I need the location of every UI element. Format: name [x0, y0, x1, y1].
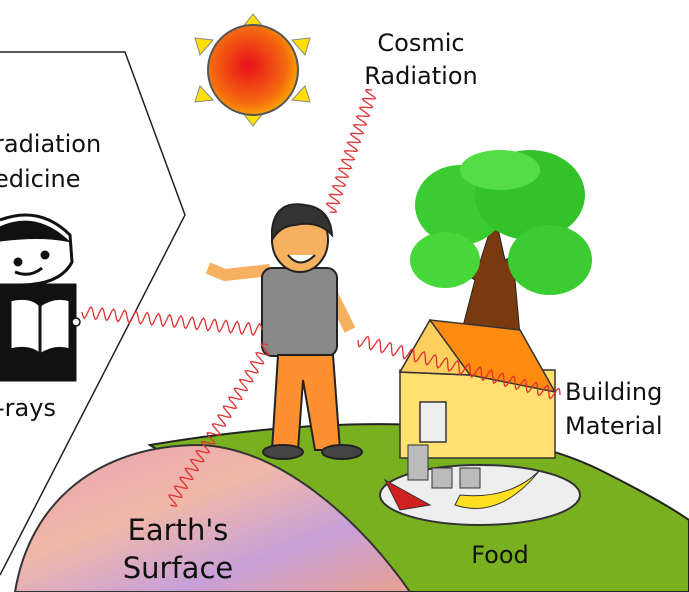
- wave: [82, 307, 262, 335]
- label-radiation: Radiation: [364, 62, 477, 90]
- illustration: Cosmic Radiation radiation edicine -rays…: [0, 0, 689, 592]
- label-earths: Earth's: [128, 513, 229, 547]
- label-cosmic: Cosmic: [377, 29, 464, 57]
- wave: [327, 90, 376, 213]
- label-medical: radiation: [0, 130, 101, 158]
- house: [400, 320, 555, 458]
- label-xrays: -rays: [0, 394, 56, 422]
- label-material: Material: [565, 412, 663, 440]
- xray-figure: [0, 215, 80, 380]
- label-surface: Surface: [123, 551, 233, 585]
- label-medicine: edicine: [0, 165, 81, 193]
- label-building: Building: [565, 378, 662, 406]
- tree: [410, 150, 592, 335]
- sun: [195, 14, 310, 126]
- label-food: Food: [471, 541, 529, 569]
